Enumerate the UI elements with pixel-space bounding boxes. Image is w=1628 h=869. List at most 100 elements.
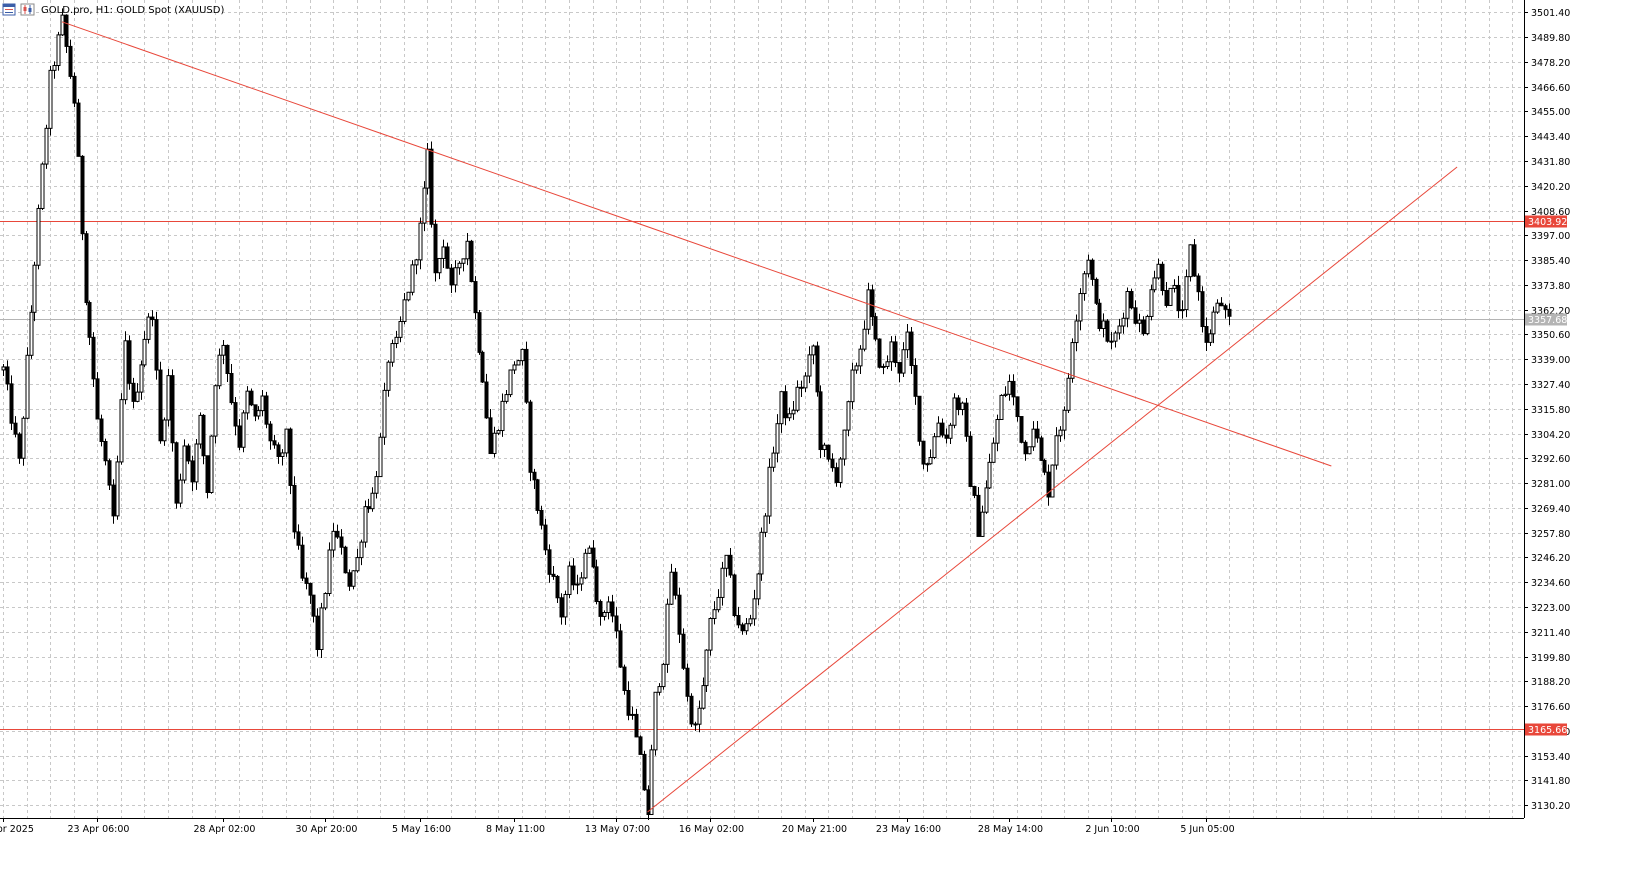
candle-body <box>681 633 686 669</box>
candle-body <box>68 45 73 77</box>
candle-body <box>402 299 407 322</box>
candle-body <box>1215 302 1220 313</box>
candle-body <box>1141 319 1146 335</box>
candle-body <box>166 375 171 421</box>
candle-body <box>634 713 639 738</box>
candle-body <box>740 624 745 632</box>
y-tick-label: 3176.60 <box>1531 702 1570 713</box>
candle-body <box>732 574 737 617</box>
candle-body <box>932 436 937 459</box>
candle-body <box>508 369 513 396</box>
candle-body <box>567 565 572 595</box>
y-tick-label: 3315.80 <box>1531 405 1570 416</box>
x-tick-label: 23 May 16:00 <box>876 824 941 835</box>
candle-body <box>429 148 434 225</box>
candle-body <box>752 598 757 620</box>
candle-body <box>744 623 749 632</box>
candle-body <box>791 409 796 415</box>
candle-body <box>653 691 658 751</box>
candle-body <box>516 360 521 366</box>
candle-body <box>40 163 45 209</box>
candle-body <box>905 331 910 351</box>
candle-body <box>728 554 733 576</box>
candle-body <box>355 557 360 572</box>
candle-body <box>496 430 501 434</box>
trendline <box>61 21 1332 467</box>
chart-header: GOLD.pro, H1: GOLD Spot (XAUUSD) <box>2 3 224 16</box>
candle-body <box>186 445 191 462</box>
candle-body <box>1156 263 1161 279</box>
candle-body <box>657 686 662 693</box>
candle-body <box>284 428 289 454</box>
y-tick-label: 3408.60 <box>1531 207 1570 218</box>
candle-body <box>779 391 784 425</box>
candle-body <box>91 336 96 380</box>
candle-body <box>889 341 894 363</box>
candle-body <box>209 435 214 494</box>
candle-body <box>182 445 187 481</box>
candle-body <box>520 348 525 362</box>
y-tick-label: 3257.80 <box>1531 529 1570 540</box>
candle-body <box>1023 441 1028 455</box>
candle-body <box>811 345 816 356</box>
candle-body <box>881 365 886 368</box>
candle-body <box>944 434 949 439</box>
candle-body <box>99 418 104 442</box>
candle-body <box>201 414 206 457</box>
candle-body <box>260 395 265 412</box>
trendline <box>647 166 1458 813</box>
y-tick-label: 3397.00 <box>1531 231 1570 242</box>
trendlines <box>61 21 1458 813</box>
candle-body <box>877 338 882 368</box>
candle-body <box>221 344 226 356</box>
candle-body <box>1125 291 1130 319</box>
candle-body <box>649 749 654 816</box>
price-level-badge <box>1525 723 1567 736</box>
candle-body <box>771 452 776 468</box>
candle-body <box>968 435 973 487</box>
y-tick-label: 3350.60 <box>1531 330 1570 341</box>
candle-body <box>1019 416 1024 443</box>
candle-body <box>901 349 906 374</box>
y-tick-label: 3501.40 <box>1531 8 1570 19</box>
candle-body <box>987 461 992 489</box>
candle-body <box>327 549 332 594</box>
candle-body <box>598 601 603 617</box>
y-tick-label: 3385.40 <box>1531 256 1570 267</box>
candle-body <box>13 422 18 435</box>
candle-body <box>826 444 831 460</box>
candle-body <box>1094 278 1099 304</box>
candle-body <box>84 233 89 304</box>
candle-body <box>453 267 458 286</box>
candle-body <box>1192 244 1197 277</box>
x-tick-label: 5 May 16:00 <box>392 824 451 835</box>
candle-body <box>315 615 320 651</box>
candle-body <box>539 509 544 526</box>
chart-window-icon[interactable] <box>2 3 16 16</box>
candle-body <box>1172 284 1177 289</box>
candle-body <box>972 485 977 496</box>
x-tick-label: 17 Apr 2025 <box>0 824 34 835</box>
y-tick-label: 3246.20 <box>1531 553 1570 564</box>
candle-body <box>1105 320 1110 342</box>
candles-icon[interactable] <box>20 3 35 16</box>
candle-body <box>256 410 261 417</box>
candle-body <box>512 364 517 371</box>
candle-body <box>701 685 706 709</box>
candle-body <box>1188 244 1193 278</box>
y-tick-label: 3373.80 <box>1531 281 1570 292</box>
candle-body <box>1196 275 1201 293</box>
candle-body <box>288 428 293 486</box>
candle-body <box>606 601 611 614</box>
candle-body <box>366 506 371 510</box>
candle-body <box>921 440 926 465</box>
candle-body <box>563 593 568 618</box>
y-tick-label: 3141.80 <box>1531 776 1570 787</box>
candle-body <box>854 365 859 371</box>
candle-body <box>308 582 313 596</box>
candle-body <box>1015 396 1020 418</box>
candle-body <box>575 583 580 586</box>
candle-body <box>1078 293 1083 322</box>
